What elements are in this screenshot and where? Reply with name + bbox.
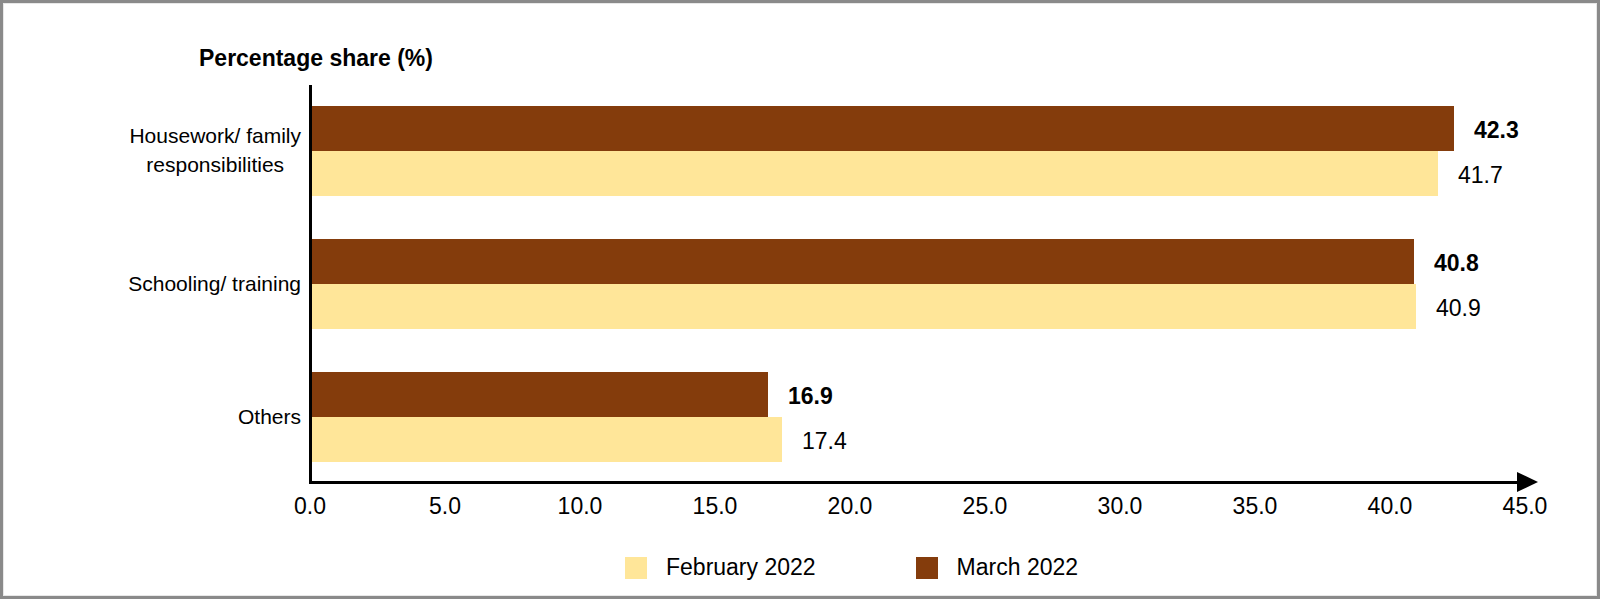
legend-label: February 2022 (666, 554, 816, 581)
legend-item: February 2022 (625, 554, 816, 581)
category-label-line: Housework/ family (129, 122, 301, 151)
x-tick-label: 5.0 (429, 493, 461, 520)
category-label-line: Others (238, 403, 301, 432)
legend-item: March 2022 (916, 554, 1078, 581)
bar (312, 284, 1416, 329)
value-label: 40.9 (1436, 294, 1481, 321)
value-label: 17.4 (802, 427, 847, 454)
x-tick-label: 35.0 (1233, 493, 1278, 520)
legend: February 2022 March 2022 (625, 554, 1078, 581)
bar (312, 372, 768, 417)
category-label-line: responsibilities (129, 151, 301, 180)
value-label: 16.9 (788, 382, 833, 409)
bar (312, 417, 782, 462)
category-label: Housework/ familyresponsibilities (129, 122, 301, 180)
category-label-line: Schooling/ training (128, 270, 301, 299)
bar (312, 106, 1454, 151)
chart-title: Percentage share (%) (199, 45, 433, 72)
x-tick-label: 45.0 (1503, 493, 1548, 520)
bar (312, 239, 1414, 284)
x-tick-label: 25.0 (963, 493, 1008, 520)
category-label: Others (238, 403, 301, 432)
x-tick-label: 15.0 (693, 493, 738, 520)
x-tick-label: 30.0 (1098, 493, 1143, 520)
chart-container: Percentage share (%) Housework/ familyre… (0, 0, 1600, 599)
x-axis-arrowhead-icon (1517, 472, 1538, 492)
x-axis-line (309, 481, 1523, 484)
x-tick-label: 10.0 (558, 493, 603, 520)
value-label: 41.7 (1458, 161, 1503, 188)
legend-label: March 2022 (957, 554, 1078, 581)
bar (312, 151, 1438, 196)
x-tick-label: 40.0 (1368, 493, 1413, 520)
legend-swatch (916, 557, 938, 579)
value-label: 40.8 (1434, 249, 1479, 276)
x-tick-label: 20.0 (828, 493, 873, 520)
x-tick-label: 0.0 (294, 493, 326, 520)
category-label: Schooling/ training (128, 270, 301, 299)
legend-swatch (625, 557, 647, 579)
value-label: 42.3 (1474, 116, 1519, 143)
